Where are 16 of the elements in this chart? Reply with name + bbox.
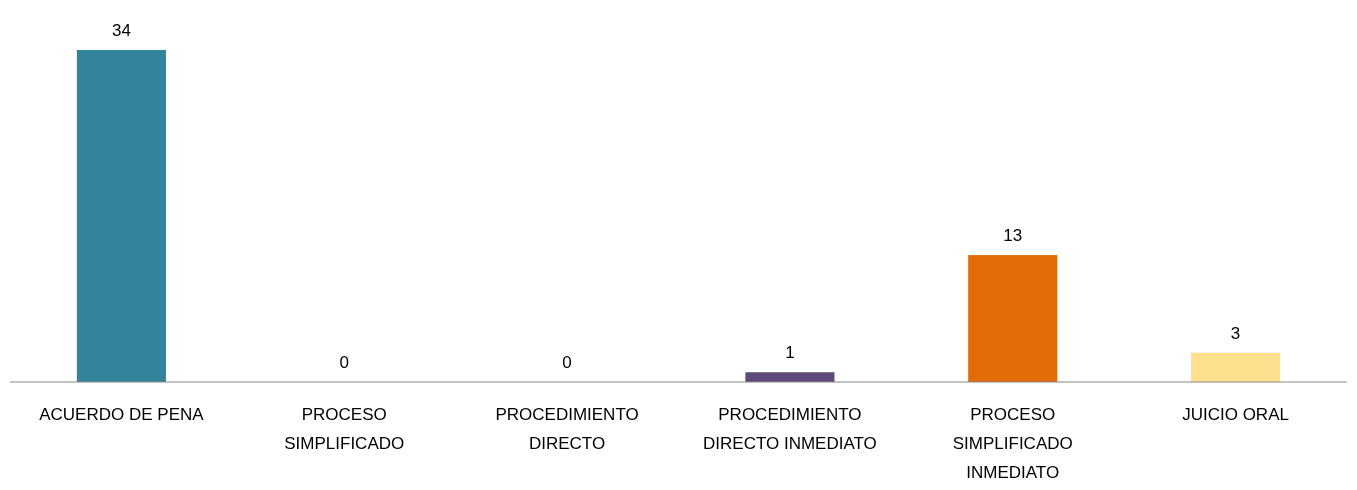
x-tick-label: PROCESO SIMPLIFICADO <box>284 405 405 453</box>
x-tick-label: PROCEDIMIENTO DIRECTO <box>495 405 639 453</box>
x-tick-label: JUICIO ORAL <box>1182 405 1289 424</box>
data-label: 13 <box>1003 226 1023 246</box>
data-label: 3 <box>1230 323 1241 343</box>
data-label: 0 <box>339 353 349 372</box>
x-tick-label: PROCEDIMIENTO DIRECTO INMEDIATO <box>703 405 877 453</box>
x-tick-label: PROCESO SIMPLIFICADO INMEDIATO <box>952 405 1073 482</box>
data-label: 34 <box>111 21 131 40</box>
bar <box>745 372 835 382</box>
data-label: 0 <box>562 353 572 372</box>
x-tick-label: ACUERDO DE PENA <box>39 405 205 424</box>
bar <box>968 255 1058 382</box>
bar <box>1191 352 1281 382</box>
data-label: 1 <box>785 343 795 363</box>
bar <box>76 50 166 382</box>
